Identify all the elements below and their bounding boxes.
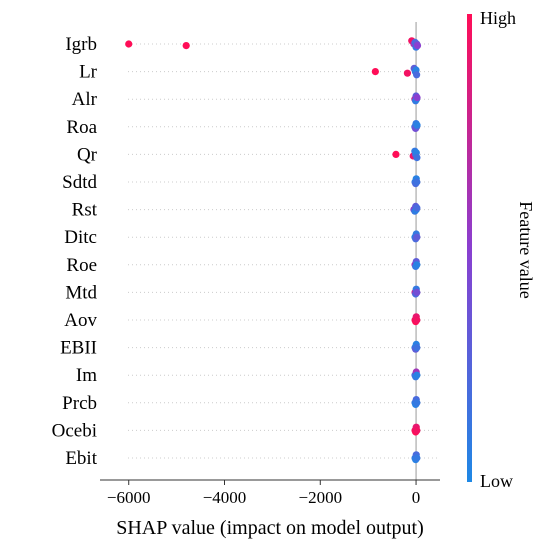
shap-point [125, 40, 133, 48]
shap-point [413, 178, 421, 186]
colorbar-gradient [467, 14, 472, 482]
colorbar-low-label: Low [480, 471, 513, 491]
shap-point [403, 69, 412, 77]
feature-label: Roe [66, 255, 97, 276]
shap-point [413, 94, 421, 102]
shap-point [182, 42, 190, 50]
shap-point [413, 316, 421, 324]
shap-point [413, 399, 421, 407]
feature-rows [128, 43, 440, 459]
shap-point [413, 426, 421, 434]
x-tick-label: 0 [412, 488, 421, 507]
x-tick-label: −4000 [203, 488, 247, 507]
shap-point [413, 154, 421, 162]
feature-label: Aov [64, 310, 97, 331]
x-axis: −6000 −4000 −2000 0 [100, 479, 440, 507]
feature-label: Im [76, 365, 97, 386]
feature-label: Igrb [65, 34, 97, 55]
shap-point [413, 344, 421, 352]
feature-labels: Igrb Lr Alr Roa Qr Sdtd Rst Ditc Roe Mtd Aov EBII Im… [52, 34, 98, 469]
colorbar-title: Feature value [516, 201, 536, 298]
feature-label: Rst [72, 200, 98, 221]
feature-label: Sdtd [62, 172, 97, 193]
feature-label: Prcb [62, 393, 97, 414]
shap-point [413, 204, 421, 212]
shap-point [392, 150, 400, 158]
shap-point [371, 68, 379, 76]
feature-label: Alr [72, 89, 98, 110]
shap-point [413, 371, 421, 379]
feature-label: Mtd [65, 282, 97, 303]
feature-label: Roa [66, 117, 97, 138]
shap-point [413, 288, 421, 296]
shap-point [413, 233, 421, 241]
feature-label: Qr [77, 144, 98, 165]
colorbar: High Low Feature value [467, 8, 536, 491]
feature-label: Ebit [65, 448, 97, 469]
shap-point [413, 121, 421, 129]
feature-label: Lr [79, 62, 98, 83]
shap-point [413, 71, 421, 79]
shap-point [413, 42, 422, 50]
feature-label: EBII [60, 338, 97, 359]
x-tick-label: −2000 [298, 488, 342, 507]
x-axis-title: SHAP value (impact on model output) [116, 517, 424, 539]
colorbar-high-label: High [480, 8, 516, 28]
shap-point [413, 261, 421, 269]
feature-label: Ditc [64, 227, 97, 248]
x-tick-label: −6000 [107, 488, 151, 507]
shap-point [413, 454, 421, 462]
shap-points [125, 37, 422, 464]
feature-label: Ocebi [52, 420, 97, 441]
